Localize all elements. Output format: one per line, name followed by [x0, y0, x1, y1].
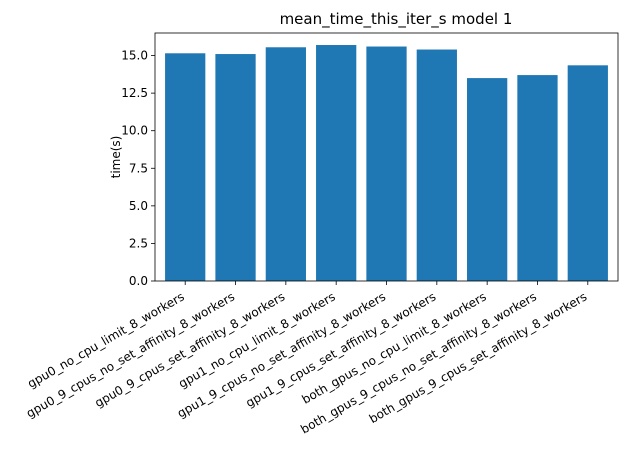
- y-tick-label: 15.0: [121, 49, 148, 63]
- y-tick-label: 12.5: [121, 86, 148, 100]
- y-axis-label: time(s): [109, 136, 123, 179]
- bar: [567, 65, 608, 281]
- bar: [215, 54, 256, 282]
- bar: [416, 49, 457, 282]
- y-tick-label: 10.0: [121, 124, 148, 138]
- x-axis-ticks: gpu0_no_cpu_limit_8_workersgpu0_9_cpus_n…: [24, 281, 589, 437]
- y-tick-label: 5.0: [129, 199, 148, 213]
- y-axis-ticks: 0.0 2.5 5.0 7.5 10.0 12.5 15.0: [121, 49, 155, 288]
- axes-frame: [154, 32, 619, 282]
- bar: [467, 78, 508, 281]
- y-tick-label: 7.5: [129, 161, 148, 175]
- y-tick-label: 2.5: [129, 236, 148, 250]
- chart-title: mean_time_this_iter_s model 1: [280, 10, 513, 29]
- bar: [265, 47, 306, 281]
- bars-group: [165, 45, 608, 282]
- bar: [165, 53, 206, 281]
- bar: [517, 75, 558, 282]
- plot-frame: [154, 32, 619, 282]
- bar: [366, 46, 407, 282]
- bar: [316, 45, 357, 281]
- y-tick-label: 0.0: [129, 274, 148, 288]
